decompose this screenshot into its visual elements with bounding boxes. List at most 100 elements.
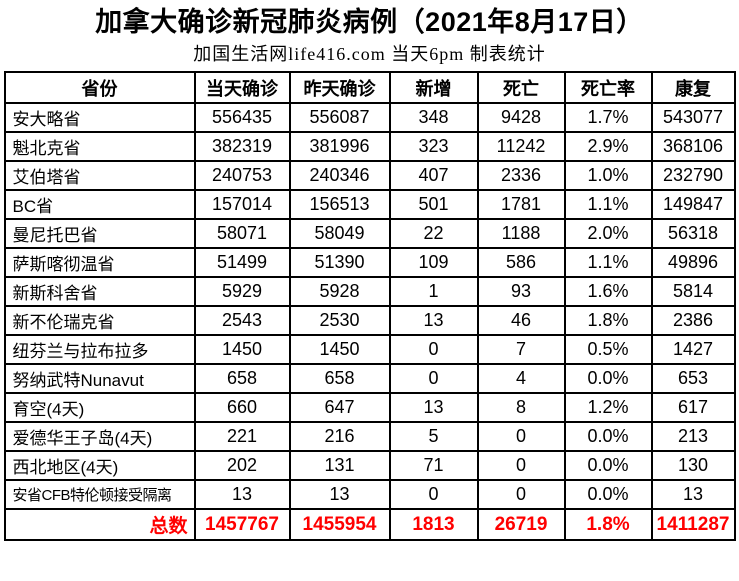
province-name-cell: 艾伯塔省 [3, 160, 196, 191]
table-row: 西北地区(4天) 202 131 71 0 0.0% 130 [3, 450, 736, 481]
value-cell: 13 [388, 392, 479, 423]
value-cell: 323 [388, 131, 479, 162]
province-name-cell: 育空(4天) [3, 392, 196, 423]
table-row: 曼尼托巴省 58071 58049 22 1188 2.0% 56318 [3, 218, 736, 249]
page-subtitle: 加国生活网life416.com 当天6pm 制表统计 [193, 44, 546, 64]
value-cell: 2.9% [563, 131, 653, 162]
value-cell: 49896 [650, 247, 736, 278]
value-cell: 543077 [650, 102, 736, 133]
table-row: 魁北克省 382319 381996 323 11242 2.9% 368106 [3, 131, 736, 162]
province-name-cell: 新斯科舍省 [3, 276, 196, 307]
value-cell: 586 [476, 247, 566, 278]
value-cell: 348 [388, 102, 479, 133]
value-cell: 501 [388, 189, 479, 220]
total-value-cell: 1411287 [650, 508, 736, 541]
value-cell: 1.7% [563, 102, 653, 133]
value-cell: 13 [288, 479, 391, 510]
value-cell: 381996 [288, 131, 391, 162]
value-cell: 1781 [476, 189, 566, 220]
value-cell: 7 [476, 334, 566, 365]
table-row: 纽芬兰与拉布拉多 1450 1450 0 7 0.5% 1427 [3, 334, 736, 365]
province-name-cell: 西北地区(4天) [3, 450, 196, 481]
table-row: 新不伦瑞克省 2543 2530 13 46 1.8% 2386 [3, 305, 736, 336]
value-cell: 13 [388, 305, 479, 336]
value-cell: 0.0% [563, 450, 653, 481]
value-cell: 5928 [288, 276, 391, 307]
value-cell: 0.5% [563, 334, 653, 365]
value-cell: 0.0% [563, 421, 653, 452]
province-name-cell: 魁北克省 [3, 131, 196, 162]
value-cell: 660 [193, 392, 291, 423]
value-cell: 1.1% [563, 189, 653, 220]
value-cell: 58049 [288, 218, 391, 249]
province-name-cell: 萨斯喀彻温省 [3, 247, 196, 278]
table-row: 萨斯喀彻温省 51499 51390 109 586 1.1% 49896 [3, 247, 736, 278]
value-cell: 22 [388, 218, 479, 249]
value-cell: 13 [650, 479, 736, 510]
value-cell: 556435 [193, 102, 291, 133]
value-cell: 1188 [476, 218, 566, 249]
value-cell: 0.0% [563, 479, 653, 510]
value-cell: 240346 [288, 160, 391, 191]
table-body: 安大略省 556435 556087 348 9428 1.7% 543077 魁北克省 382… [3, 102, 736, 510]
value-cell: 1.0% [563, 160, 653, 191]
value-cell: 157014 [193, 189, 291, 220]
value-cell: 658 [288, 363, 391, 394]
province-name-cell: 努纳武特Nunavut [3, 363, 196, 394]
province-name-cell: 安大略省 [3, 102, 196, 133]
value-cell: 2543 [193, 305, 291, 336]
value-cell: 1450 [288, 334, 391, 365]
table-row: 育空(4天) 660 647 13 8 1.2% 617 [3, 392, 736, 423]
value-cell: 0 [388, 363, 479, 394]
value-cell: 653 [650, 363, 736, 394]
value-cell: 216 [288, 421, 391, 452]
value-cell: 156513 [288, 189, 391, 220]
value-cell: 2336 [476, 160, 566, 191]
value-cell: 109 [388, 247, 479, 278]
value-cell: 131 [288, 450, 391, 481]
value-cell: 658 [193, 363, 291, 394]
column-header: 昨天确诊 [288, 71, 391, 104]
value-cell: 232790 [650, 160, 736, 191]
column-header: 死亡率 [563, 71, 653, 104]
value-cell: 382319 [193, 131, 291, 162]
value-cell: 4 [476, 363, 566, 394]
table-row: BC省 157014 156513 501 1781 1.1% 149847 [3, 189, 736, 220]
value-cell: 11242 [476, 131, 566, 162]
province-name-cell: 纽芬兰与拉布拉多 [3, 334, 196, 365]
value-cell: 0 [388, 479, 479, 510]
value-cell: 213 [650, 421, 736, 452]
value-cell: 46 [476, 305, 566, 336]
value-cell: 1.1% [563, 247, 653, 278]
header-row: 省份 当天确诊 昨天确诊 新增 死亡 死亡率 康复 [3, 71, 736, 104]
value-cell: 617 [650, 392, 736, 423]
table-row: 新斯科舍省 5929 5928 1 93 1.6% 5814 [3, 276, 736, 307]
value-cell: 0.0% [563, 363, 653, 394]
value-cell: 51390 [288, 247, 391, 278]
province-name-cell: 曼尼托巴省 [3, 218, 196, 249]
value-cell: 1427 [650, 334, 736, 365]
province-name-cell: 爱德华王子岛(4天) [3, 421, 196, 452]
value-cell: 149847 [650, 189, 736, 220]
value-cell: 5814 [650, 276, 736, 307]
value-cell: 58071 [193, 218, 291, 249]
total-value-cell: 26719 [476, 508, 566, 541]
column-header: 当天确诊 [193, 71, 291, 104]
value-cell: 368106 [650, 131, 736, 162]
table-row: 安省CFB特伦顿接受隔离 13 13 0 0 0.0% 13 [3, 479, 736, 510]
value-cell: 71 [388, 450, 479, 481]
column-header: 康复 [650, 71, 736, 104]
total-value-cell: 1813 [388, 508, 479, 541]
covid-stats-table: 省份 当天确诊 昨天确诊 新增 死亡 死亡率 康复 安大略省 556435 556087 348 9… [3, 71, 736, 541]
table-row: 安大略省 556435 556087 348 9428 1.7% 543077 [3, 102, 736, 133]
value-cell: 9428 [476, 102, 566, 133]
value-cell: 93 [476, 276, 566, 307]
value-cell: 0 [476, 479, 566, 510]
value-cell: 1.8% [563, 305, 653, 336]
province-name-cell: 新不伦瑞克省 [3, 305, 196, 336]
value-cell: 5929 [193, 276, 291, 307]
value-cell: 0 [388, 334, 479, 365]
value-cell: 221 [193, 421, 291, 452]
value-cell: 0 [476, 450, 566, 481]
